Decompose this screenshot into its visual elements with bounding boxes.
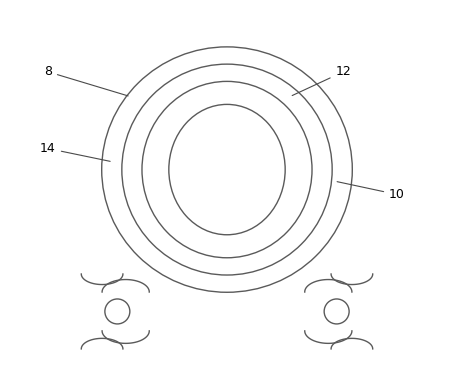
Text: 12: 12 [292, 65, 351, 96]
Text: 10: 10 [337, 182, 405, 201]
Text: 14: 14 [40, 142, 110, 161]
Text: 8: 8 [44, 65, 128, 96]
